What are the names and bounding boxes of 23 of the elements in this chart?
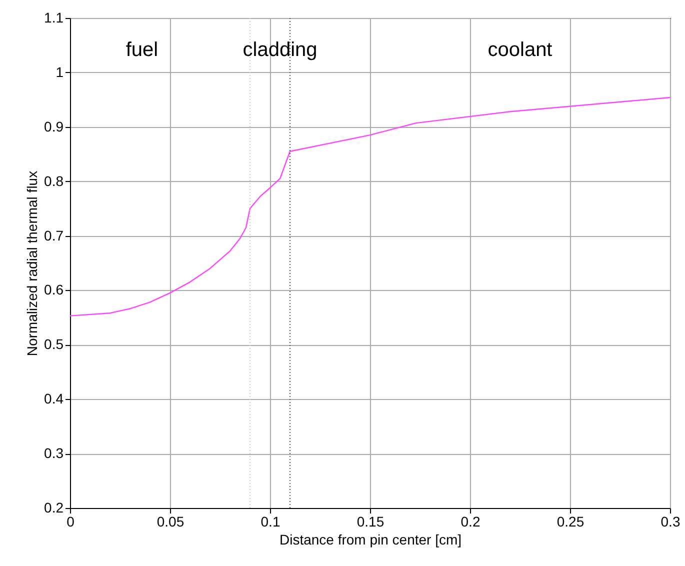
y-axis-title: Normalized radial thermal flux — [24, 170, 40, 356]
annotation: cladding — [242, 39, 318, 61]
annotation: coolant — [488, 39, 553, 61]
x-axis-title: Distance from pin center [cm] — [279, 532, 462, 548]
y-tick-label: 1 — [56, 64, 64, 80]
y-tick-label: 1.1 — [44, 10, 64, 26]
x-tick-label: 0.05 — [156, 514, 184, 530]
annotation: fuel — [126, 39, 158, 61]
x-tick-label: 0 — [66, 514, 75, 530]
x-tick-label: 0.15 — [356, 514, 384, 530]
x-tick-label: 0.1 — [260, 514, 280, 530]
y-tick-label: 0.4 — [44, 390, 64, 407]
y-tick-label: 0.6 — [44, 282, 64, 298]
y-tick-label: 0.2 — [44, 500, 64, 516]
y-tick-label: 0.3 — [44, 445, 64, 462]
x-tick-label: 0.25 — [556, 514, 584, 530]
y-tick-label: 0.8 — [44, 172, 64, 189]
line-series — [70, 96, 670, 316]
y-tick-label: 0.9 — [44, 118, 64, 134]
y-tick-label: 0.5 — [44, 336, 64, 352]
y-tick-label: 0.7 — [44, 227, 64, 244]
x-tick-label: 0.2 — [460, 514, 480, 530]
x-tick-label: 0.3 — [660, 514, 680, 530]
